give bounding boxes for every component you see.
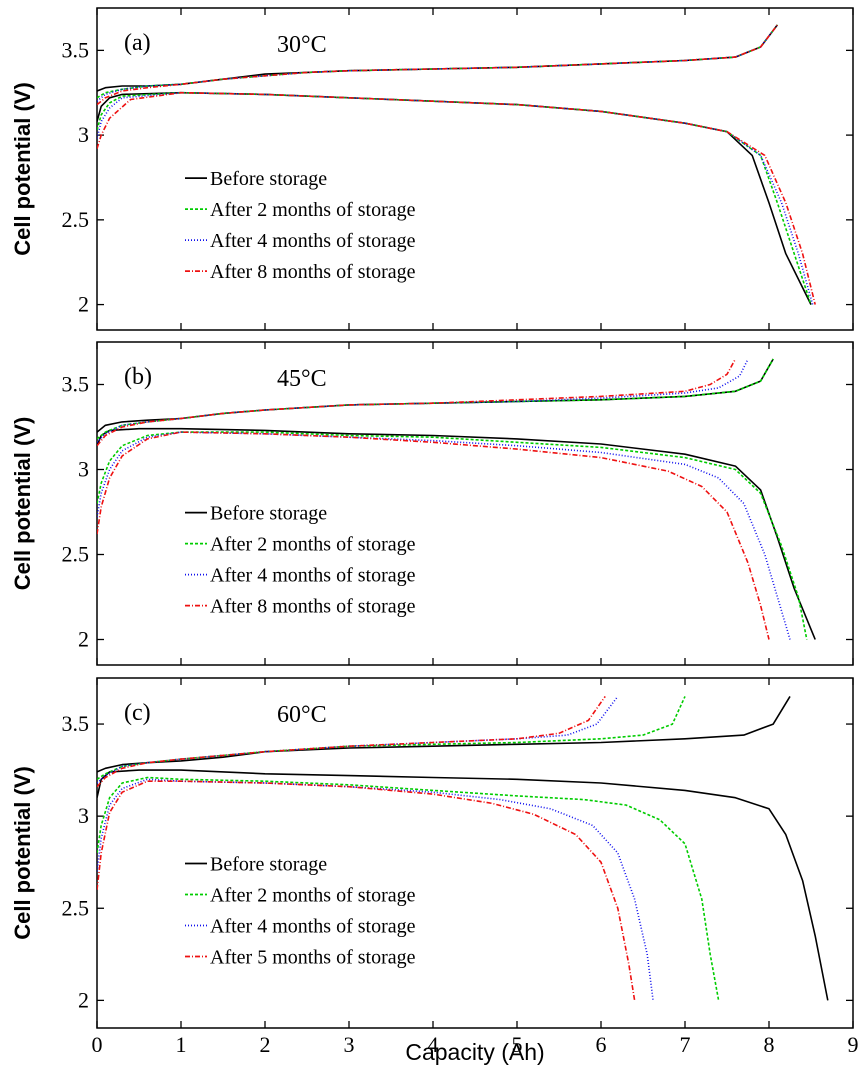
legend-label-2-1: After 2 months of storage [210, 885, 416, 907]
legend-label-2-2: After 4 months of storage [210, 916, 416, 938]
x-tick-label-2-6: 6 [596, 1032, 607, 1057]
series-line-charge-0-1 [97, 24, 779, 99]
legend-label-2-0: Before storage [210, 854, 327, 876]
x-tick-label-2-3: 3 [344, 1032, 355, 1057]
y-tick-label-1-1: 2.5 [62, 542, 90, 567]
legend-label-0-3: After 8 months of storage [210, 261, 416, 283]
y-tick-label-0-2: 3 [78, 122, 89, 147]
x-axis-title: Capacity (Ah) [405, 1039, 544, 1065]
series-line-discharge-1-1 [97, 431, 808, 640]
series-line-discharge-2-0 [97, 769, 829, 1001]
y-axis-title-1: Cell potential (V) [10, 417, 35, 591]
series-line-discharge-2-3 [97, 780, 636, 1001]
series-line-charge-0-3 [97, 24, 779, 106]
series-line-charge-2-0 [97, 695, 791, 773]
x-tick-label-2-4: 4 [428, 1032, 439, 1057]
temperature-label-0: 30°C [277, 32, 327, 58]
panel-label-1: (b) [124, 364, 152, 390]
y-tick-label-1-0: 2 [78, 627, 89, 652]
series-line-discharge-0-3 [97, 91, 816, 305]
x-tick-label-2-9: 9 [848, 1032, 859, 1057]
plot-frame-0 [96, 7, 854, 331]
chart-panel-0: 2 2.5 3 3.5 Cell potential (V) (a) 30°C Before … [10, 7, 854, 331]
x-tick-label-2-1: 1 [176, 1032, 187, 1057]
chart-panel-1: 2 2.5 3 3.5 Cell potential (V) (b) 45°C Before … [10, 341, 854, 666]
series-line-charge-2-3 [97, 695, 606, 788]
series-line-charge-1-3 [97, 358, 737, 447]
series-group-1 [97, 358, 816, 640]
series-line-discharge-1-0 [97, 427, 816, 640]
series-line-discharge-1-3 [97, 431, 770, 640]
y-tick-label-1-2: 3 [78, 457, 89, 482]
legend-label-0-2: After 4 months of storage [210, 230, 416, 252]
y-tick-label-1-3: 3.5 [62, 372, 90, 397]
x-tick-label-2-0: 0 [92, 1032, 103, 1057]
y-tick-label-2-3: 3.5 [62, 711, 90, 736]
legend-label-1-2: After 4 months of storage [210, 565, 416, 587]
temperature-label-1: 45°C [277, 366, 327, 392]
y-tick-label-0-1: 2.5 [62, 207, 90, 232]
x-tick-label-2-8: 8 [764, 1032, 775, 1057]
legend-label-1-3: After 8 months of storage [210, 596, 416, 618]
series-group-2 [97, 695, 829, 1001]
plot-frame-1 [96, 341, 854, 666]
x-tick-label-2-7: 7 [680, 1032, 691, 1057]
legend-label-1-0: Before storage [210, 503, 327, 525]
series-line-charge-2-1 [97, 696, 686, 780]
y-tick-label-2-1: 2.5 [62, 895, 90, 920]
legend-label-1-1: After 2 months of storage [210, 534, 416, 556]
y-tick-label-2-0: 2 [78, 987, 89, 1012]
panel-label-0: (a) [124, 30, 151, 56]
x-tick-label-2-5: 5 [512, 1032, 523, 1057]
panel-label-2: (c) [124, 700, 151, 726]
y-axis-title-0: Cell potential (V) [10, 82, 35, 256]
y-tick-label-0-0: 2 [78, 292, 89, 317]
y-tick-label-0-3: 3.5 [62, 37, 90, 62]
legend-label-0-0: Before storage [210, 168, 327, 190]
x-tick-label-2-2: 2 [260, 1032, 271, 1057]
series-line-discharge-2-1 [97, 776, 720, 1001]
series-line-charge-2-2 [97, 695, 619, 784]
series-line-discharge-2-2 [97, 778, 654, 1001]
legend-label-0-1: After 2 months of storage [210, 199, 416, 221]
y-axis-title-2: Cell potential (V) [10, 766, 35, 940]
y-tick-label-2-2: 3 [78, 803, 89, 828]
series-line-discharge-0-2 [97, 91, 814, 305]
series-group-0 [97, 24, 816, 305]
temperature-label-2: 60°C [277, 702, 327, 728]
chart-panel-2: 2 2.5 3 3.5 0 1 2 3 4 5 6 7 8 9 Cell potential (V) (c) 6… [10, 677, 859, 1057]
legend-label-2-3: After 5 months of storage [210, 947, 416, 969]
